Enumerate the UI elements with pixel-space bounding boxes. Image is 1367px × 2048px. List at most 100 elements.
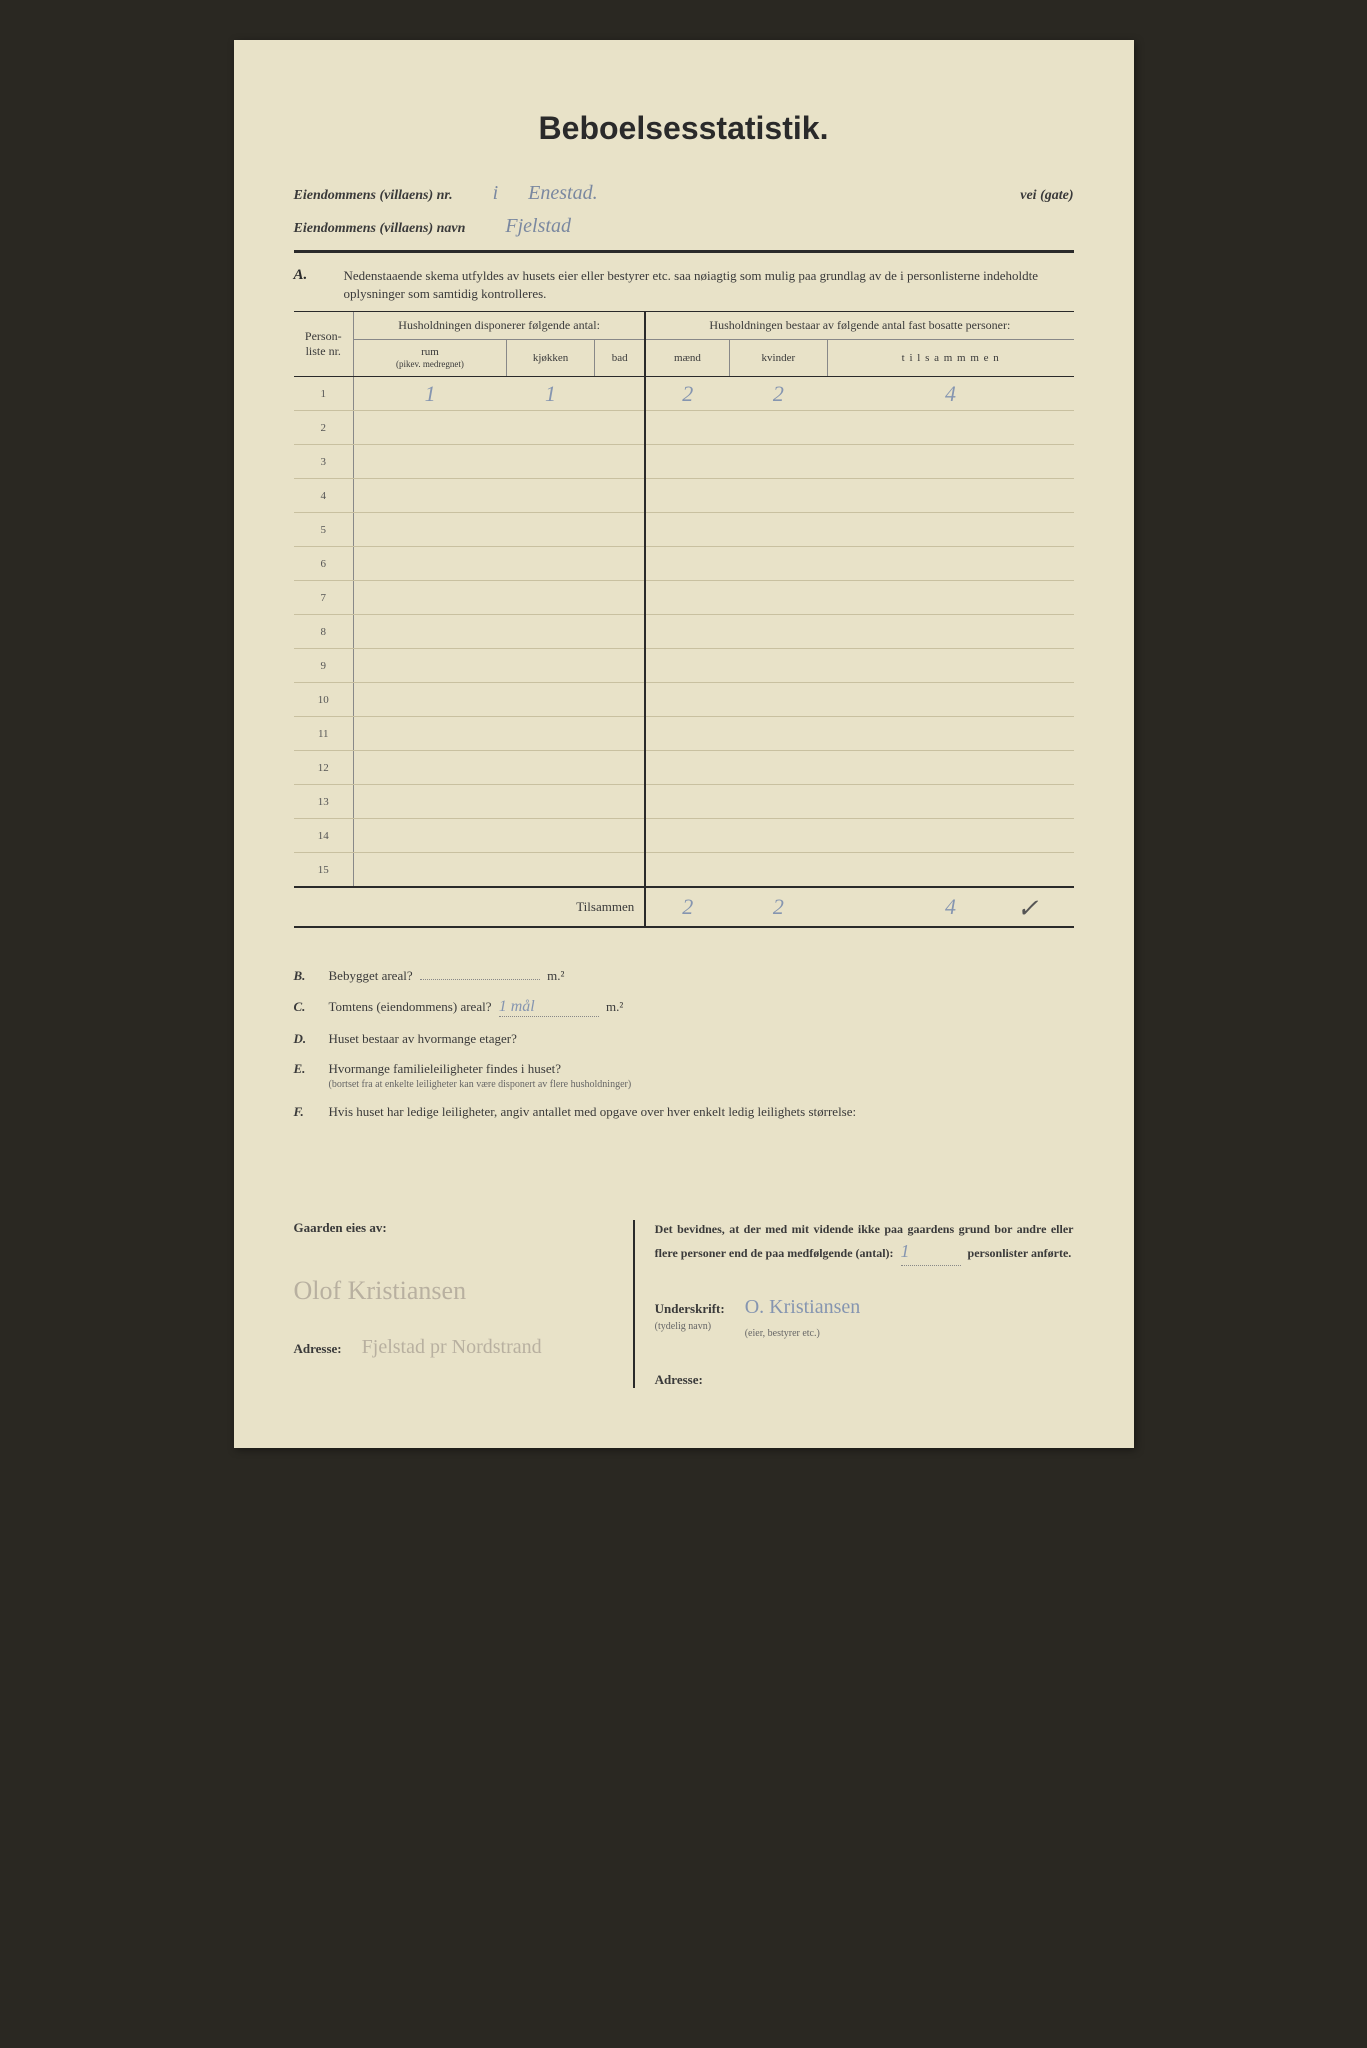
- row-maend: [645, 717, 729, 751]
- row-tilsammen: [827, 547, 1073, 581]
- section-a-letter: A.: [294, 267, 344, 284]
- q-b-text: Bebygget areal? m.²: [329, 968, 1074, 984]
- row-kjokken: [506, 615, 594, 649]
- property-number-row: Eiendommens (villaens) nr. i Enestad. ve…: [294, 182, 1074, 205]
- row-kjokken: [506, 581, 594, 615]
- table-row: 3: [294, 445, 1074, 479]
- table-row: 8: [294, 615, 1074, 649]
- totals-row: Tilsammen 2 2 4 ✓: [294, 887, 1074, 927]
- page-title: Beboelsesstatistik.: [294, 110, 1074, 147]
- question-e: E. Hvormange familieleiligheter findes i…: [294, 1061, 1074, 1090]
- q-f-text: Hvis huset har ledige leiligheter, angiv…: [329, 1104, 1074, 1120]
- footer-left: Gaarden eies av: Olof Kristiansen Adress…: [294, 1220, 613, 1388]
- row-kvinder: [729, 683, 827, 717]
- q-e-label: Hvormange familieleiligheter findes i hu…: [329, 1061, 561, 1076]
- table-row: 9: [294, 649, 1074, 683]
- row-maend: [645, 853, 729, 887]
- row-nr: 9: [294, 649, 354, 683]
- row-bad: [595, 479, 646, 513]
- row-rum: [354, 717, 507, 751]
- row-kjokken: [506, 751, 594, 785]
- row-kjokken: [506, 683, 594, 717]
- signature-row: Underskrift: (tydelig navn) O. Kristians…: [655, 1296, 1074, 1342]
- property-navn-value: Fjelstad: [465, 215, 1073, 238]
- row-kjokken: [506, 785, 594, 819]
- totals-tilsammen: 4 ✓: [827, 887, 1073, 927]
- row-bad: [595, 717, 646, 751]
- col-maend-header: mænd: [645, 340, 729, 377]
- row-tilsammen: [827, 751, 1073, 785]
- q-d-letter: D.: [294, 1031, 329, 1047]
- row-kvinder: [729, 513, 827, 547]
- row-tilsammen: [827, 479, 1073, 513]
- q-e-letter: E.: [294, 1061, 329, 1077]
- row-kjokken: [506, 513, 594, 547]
- q-c-label: Tomtens (eiendommens) areal?: [329, 999, 492, 1014]
- group-left-header: Husholdningen disponerer følgende antal:: [354, 312, 646, 340]
- q-b-letter: B.: [294, 968, 329, 984]
- q-e-sub: (bortset fra at enkelte leiligheter kan …: [329, 1079, 1074, 1090]
- row-kjokken: [506, 819, 594, 853]
- row-rum: [354, 581, 507, 615]
- col-rum-header: rum (pikev. medregnet): [354, 340, 507, 377]
- row-bad: [595, 649, 646, 683]
- row-maend: [645, 683, 729, 717]
- row-kjokken: [506, 479, 594, 513]
- q-e-text: Hvormange familieleiligheter findes i hu…: [329, 1061, 1074, 1090]
- sig-value-block: O. Kristiansen (eier, bestyrer etc.): [725, 1296, 1074, 1342]
- q-c-value: 1 mål: [499, 998, 599, 1017]
- table-row: 1 1 1 2 2 4: [294, 377, 1074, 411]
- row-nr: 6: [294, 547, 354, 581]
- row-bad: [595, 581, 646, 615]
- row-rum: [354, 479, 507, 513]
- totals-kvinder: 2: [729, 887, 827, 927]
- section-a-text: Nedenstaaende skema utfyldes av husets e…: [344, 267, 1074, 303]
- addr-label: Adresse:: [294, 1341, 342, 1357]
- witness-text-2: personlister anførte.: [968, 1246, 1072, 1260]
- question-d: D. Huset bestaar av hvormange etager?: [294, 1031, 1074, 1047]
- col-kjokken-header: kjøkken: [506, 340, 594, 377]
- col-tilsammen-header: t i l s a m m m e n: [827, 340, 1073, 377]
- question-f: F. Hvis huset har ledige leiligheter, an…: [294, 1104, 1074, 1120]
- row-tilsammen: [827, 683, 1073, 717]
- q-b-blank: [420, 979, 540, 980]
- owner-signature: Olof Kristiansen: [294, 1276, 593, 1306]
- property-name-row: Eiendommens (villaens) navn Fjelstad: [294, 215, 1074, 238]
- witness-text: Det bevidnes, at der med mit vidende ikk…: [655, 1220, 1074, 1266]
- row-kvinder: 2: [729, 377, 827, 411]
- vei-label: vei (gate): [1020, 188, 1073, 204]
- row-kjokken: [506, 717, 594, 751]
- owner-label: Gaarden eies av:: [294, 1220, 593, 1236]
- row-rum: [354, 445, 507, 479]
- row-nr: 8: [294, 615, 354, 649]
- row-tilsammen: [827, 649, 1073, 683]
- row-maend: [645, 513, 729, 547]
- row-kvinder: [729, 581, 827, 615]
- row-tilsammen: [827, 411, 1073, 445]
- table-row: 14: [294, 819, 1074, 853]
- row-rum: 1: [354, 377, 507, 411]
- row-rum: [354, 411, 507, 445]
- row-kvinder: [729, 479, 827, 513]
- row-tilsammen: [827, 445, 1073, 479]
- totals-label: Tilsammen: [294, 887, 646, 927]
- sig-sub: (tydelig navn): [655, 1321, 711, 1332]
- question-b: B. Bebygget areal? m.²: [294, 968, 1074, 984]
- row-nr: 13: [294, 785, 354, 819]
- q-b-unit: m.²: [547, 968, 564, 983]
- checkmark-icon: ✓: [1017, 894, 1039, 924]
- col-rum-sub: (pikev. medregnet): [396, 359, 464, 369]
- table-row: 7: [294, 581, 1074, 615]
- table-row: 12: [294, 751, 1074, 785]
- witness-count: 1: [901, 1238, 961, 1266]
- questions-section: B. Bebygget areal? m.² C. Tomtens (eiend…: [294, 968, 1074, 1120]
- row-maend: [645, 479, 729, 513]
- address2-row: Adresse:: [655, 1372, 1074, 1388]
- table-row: 2: [294, 411, 1074, 445]
- table-row: 4: [294, 479, 1074, 513]
- totals-maend: 2: [645, 887, 729, 927]
- section-a: A. Nedenstaaende skema utfyldes av huset…: [294, 261, 1074, 311]
- row-bad: [595, 615, 646, 649]
- row-tilsammen: [827, 581, 1073, 615]
- main-table: Person-liste nr. Husholdningen disponere…: [294, 311, 1074, 928]
